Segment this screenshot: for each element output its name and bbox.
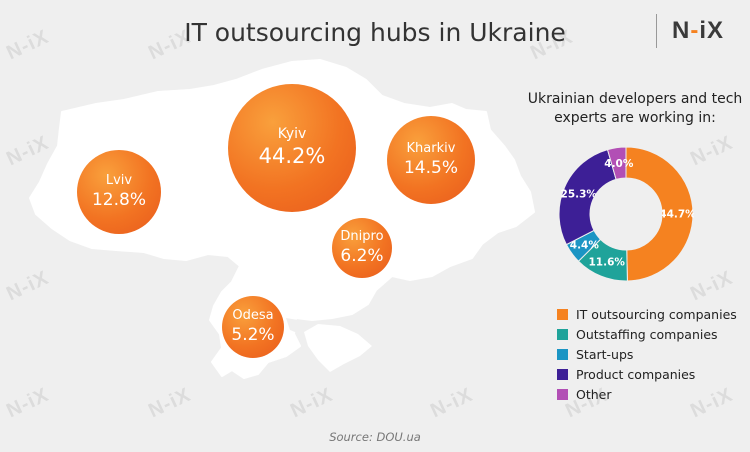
legend-label: IT outsourcing companies [576, 306, 737, 322]
bubble-city-label: Odesa [232, 307, 274, 323]
bubble-value-label: 14.5% [403, 158, 458, 179]
legend-label: Product companies [576, 366, 696, 382]
sea-inlet-shape [286, 318, 300, 334]
bubble-kyiv: Kyiv 44.2% [228, 84, 356, 212]
donut-slice-label: 11.6% [588, 257, 625, 269]
page-title: IT outsourcing hubs in Ukraine [184, 18, 566, 47]
bubble-city-label: Kharkiv [406, 140, 456, 156]
bubble-value-label: 12.8% [91, 190, 146, 211]
donut-slice-label: 4.0% [604, 158, 634, 170]
logo-suffix: iX [699, 17, 725, 44]
donut-hole [590, 178, 662, 250]
donut-slice-label: 4.4% [570, 239, 600, 251]
legend-label: Outstaffing companies [576, 326, 718, 342]
bubble-value-label: 5.2% [231, 325, 275, 346]
legend-swatch [557, 328, 568, 340]
nix-logo: N-iX [672, 17, 724, 45]
legend-label: Start-ups [576, 346, 634, 362]
legend-item: Start-ups [557, 344, 737, 364]
bubble-kharkiv: Kharkiv 14.5% [387, 116, 475, 204]
bubble-city-label: Kyiv [277, 126, 307, 143]
bubble-lviv: Lviv 12.8% [77, 150, 161, 234]
bubble-dnipro: Dnipro 6.2% [332, 218, 392, 278]
legend-swatch [557, 348, 568, 360]
logo-prefix: N [672, 17, 691, 44]
crimea-shape [304, 324, 372, 372]
legend-swatch [557, 388, 568, 400]
legend-item: Product companies [557, 364, 737, 384]
source-note: Source: DOU.ua [329, 430, 421, 444]
bubble-value-label: 44.2% [258, 144, 326, 169]
donut-slice-label: 44.7% [659, 208, 694, 220]
legend-label: Other [576, 386, 612, 402]
bubble-city-label: Lviv [105, 172, 133, 188]
legend-item: Outstaffing companies [557, 324, 737, 344]
bubble-city-label: Dnipro [340, 228, 384, 244]
legend-swatch [557, 308, 568, 320]
legend-item: IT outsourcing companies [557, 304, 737, 324]
donut-chart: 44.7% 11.6% 4.4% 25.3% 4.0% [558, 146, 694, 282]
legend-swatch [557, 368, 568, 380]
logo-divider [656, 14, 657, 48]
bubble-odesa: Odesa 5.2% [222, 296, 284, 358]
logo-dash: - [690, 17, 700, 44]
donut-slice-label: 25.3% [561, 189, 598, 201]
bubble-value-label: 6.2% [340, 246, 384, 267]
legend-item: Other [557, 384, 737, 404]
donut-title: Ukrainian developers and tech experts ar… [527, 91, 743, 126]
donut-legend: IT outsourcing companies Outstaffing com… [557, 304, 737, 404]
